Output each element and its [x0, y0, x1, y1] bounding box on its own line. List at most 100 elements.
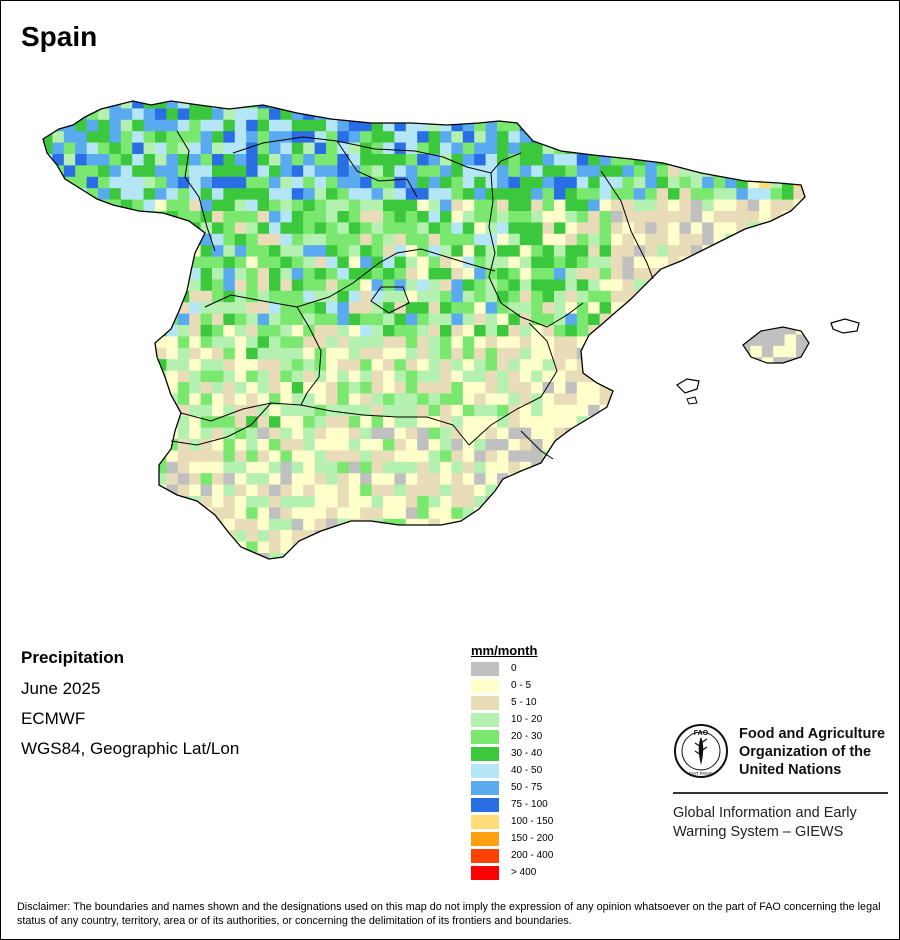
precipitation-cell	[417, 176, 430, 189]
precipitation-cell	[713, 530, 726, 543]
precipitation-cell	[451, 176, 464, 189]
precipitation-cell	[804, 199, 805, 212]
precipitation-cell	[303, 176, 316, 189]
precipitation-cell	[383, 108, 395, 121]
precipitation-cell	[337, 211, 350, 223]
precipitation-cell	[280, 199, 293, 212]
precipitation-cell	[257, 142, 270, 155]
precipitation-cell	[565, 461, 578, 474]
precipitation-cell	[63, 142, 76, 155]
precipitation-cell	[166, 131, 179, 144]
precipitation-cell	[417, 154, 430, 166]
precipitation-cell	[485, 370, 498, 383]
precipitation-cell	[405, 359, 418, 372]
precipitation-cell	[155, 245, 167, 258]
precipitation-cell	[428, 176, 441, 189]
precipitation-cell	[371, 165, 384, 178]
precipitation-cell	[565, 325, 578, 337]
precipitation-cell	[736, 268, 749, 280]
precipitation-cell	[143, 325, 156, 337]
precipitation-cell	[360, 484, 373, 497]
precipitation-cell	[109, 347, 122, 360]
precipitation-cell	[747, 507, 760, 520]
precipitation-cell	[633, 347, 646, 360]
precipitation-cell	[303, 302, 316, 315]
precipitation-cell	[804, 370, 805, 383]
precipitation-cell	[440, 553, 452, 559]
precipitation-cell	[508, 382, 521, 394]
precipitation-cell	[223, 211, 236, 223]
precipitation-cell	[497, 256, 509, 269]
precipitation-cell	[451, 359, 464, 372]
precipitation-cell	[679, 222, 692, 235]
precipitation-cell	[440, 336, 452, 349]
precipitation-cell	[793, 484, 805, 497]
precipitation-cell	[257, 108, 270, 121]
precipitation-cell	[109, 165, 122, 178]
precipitation-cell	[474, 416, 487, 429]
precipitation-cell	[622, 553, 635, 559]
precipitation-cell	[656, 393, 669, 406]
precipitation-cell	[702, 199, 715, 212]
precipitation-cell	[542, 222, 555, 235]
precipitation-cell	[75, 359, 88, 372]
precipitation-cell	[394, 461, 407, 474]
precipitation-cell	[668, 119, 680, 132]
precipitation-cell	[804, 404, 805, 417]
precipitation-cell	[189, 484, 202, 497]
precipitation-cell	[291, 530, 304, 543]
precipitation-cell	[474, 347, 487, 360]
precipitation-cell	[497, 518, 509, 531]
precipitation-cell	[120, 142, 133, 155]
precipitation-cell	[645, 461, 658, 474]
precipitation-cell	[713, 131, 726, 144]
precipitation-cell	[291, 416, 304, 429]
precipitation-cell	[326, 176, 338, 189]
precipitation-cell	[314, 439, 327, 451]
precipitation-cell	[314, 233, 327, 246]
legend-swatch	[471, 662, 499, 676]
precipitation-cell	[451, 245, 464, 258]
precipitation-cell	[63, 382, 76, 394]
precipitation-cell	[326, 245, 338, 258]
precipitation-cell	[645, 290, 658, 303]
precipitation-cell	[223, 404, 236, 417]
precipitation-cell	[383, 541, 395, 554]
precipitation-cell	[440, 245, 452, 258]
precipitation-cell	[155, 154, 167, 166]
precipitation-cell	[633, 553, 646, 559]
precipitation-cell	[177, 439, 190, 451]
precipitation-cell	[599, 473, 612, 486]
precipitation-cell	[440, 393, 452, 406]
precipitation-cell	[645, 325, 658, 337]
precipitation-cell	[383, 165, 395, 178]
precipitation-cell	[360, 290, 373, 303]
precipitation-cell	[223, 108, 236, 121]
precipitation-cell	[462, 518, 475, 531]
precipitation-cell	[371, 439, 384, 451]
region-boundary-line	[204, 248, 496, 308]
precipitation-cell	[383, 199, 395, 212]
precipitation-cell	[451, 101, 464, 109]
precipitation-cell	[611, 199, 623, 212]
precipitation-cell	[713, 325, 726, 337]
precipitation-cell	[223, 325, 236, 337]
precipitation-cell	[668, 427, 680, 440]
organization-name-line: Food and Agriculture	[739, 726, 886, 742]
precipitation-cell	[702, 427, 715, 440]
precipitation-cell	[143, 541, 156, 554]
precipitation-cell	[417, 108, 430, 121]
precipitation-cell	[645, 359, 658, 372]
precipitation-cell	[554, 211, 566, 223]
precipitation-cell	[155, 279, 167, 292]
precipitation-cell	[611, 496, 623, 508]
precipitation-cell	[759, 439, 772, 451]
precipitation-cell	[257, 484, 270, 497]
precipitation-cell	[326, 416, 338, 429]
precipitation-cell	[588, 245, 601, 258]
precipitation-cell	[743, 327, 751, 335]
precipitation-cell	[702, 496, 715, 508]
precipitation-cell	[702, 507, 715, 520]
precipitation-cell	[132, 439, 145, 451]
precipitation-cell	[360, 256, 373, 269]
